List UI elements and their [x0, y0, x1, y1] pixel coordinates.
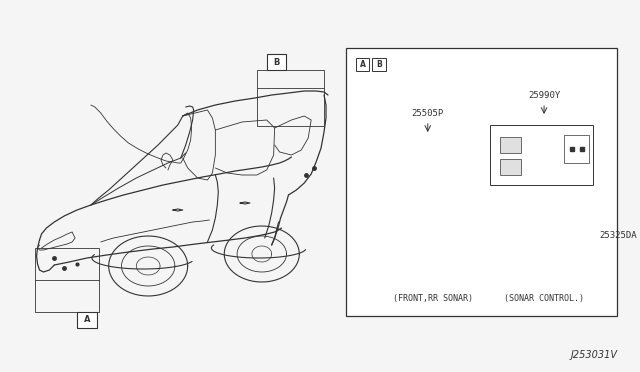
Bar	[564, 135, 589, 163]
Bar	[77, 312, 97, 328]
Text: 25325DA: 25325DA	[599, 231, 637, 240]
Bar	[356, 58, 369, 71]
Text: B: B	[376, 60, 382, 69]
Bar	[35, 248, 99, 280]
Text: 25505P: 25505P	[412, 109, 444, 118]
Bar	[500, 137, 522, 153]
Bar	[257, 88, 324, 126]
Bar	[346, 48, 618, 316]
Text: 25990Y: 25990Y	[528, 90, 560, 99]
Text: J253031V: J253031V	[570, 350, 618, 360]
Text: B: B	[273, 58, 280, 67]
Text: A: A	[84, 315, 90, 324]
Bar	[500, 159, 522, 175]
Text: (FRONT,RR SONAR): (FRONT,RR SONAR)	[393, 294, 473, 302]
Bar	[372, 58, 387, 71]
Text: (SONAR CONTROL.): (SONAR CONTROL.)	[504, 294, 584, 302]
Text: A: A	[360, 60, 365, 69]
Bar	[267, 54, 287, 70]
Bar	[490, 125, 593, 185]
